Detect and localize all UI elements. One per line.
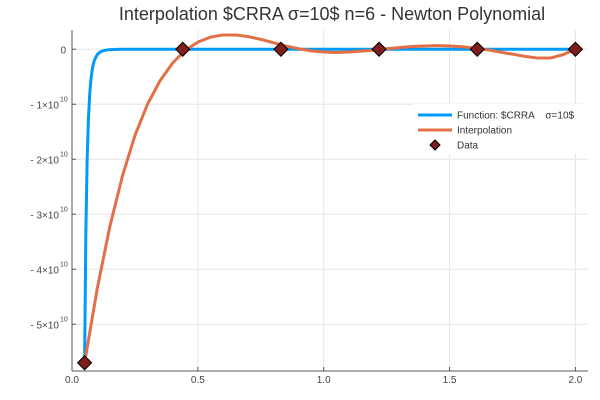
data-point-marker (76, 355, 93, 371)
x-tick-label: 1.5 (443, 375, 457, 386)
legend-label: Function: $CRRA σ=10$ (457, 111, 575, 122)
x-tick-label: 1.0 (317, 375, 331, 386)
data-point-marker (469, 41, 485, 57)
y-tick-exponent: 10 (60, 261, 68, 268)
y-tick-label: - 4×10 (30, 265, 59, 276)
grid (71, 30, 588, 371)
y-tick-label: - 5×10 (30, 320, 59, 331)
data-point-marker (175, 41, 191, 57)
y-tick-label: 0 (60, 45, 66, 56)
data-point-marker (567, 41, 584, 57)
legend: Function: $CRRA σ=10$ Interpolation Data (414, 104, 592, 154)
series-layer (76, 33, 584, 371)
y-tick-exponent: 10 (60, 316, 68, 323)
data-point-marker (371, 41, 387, 57)
series-line-1 (83, 33, 577, 365)
data-point-marker (273, 41, 289, 57)
y-tick-exponent: 10 (60, 151, 68, 158)
y-tick-label: - 3×10 (30, 210, 59, 221)
series-line-0 (83, 47, 577, 365)
x-tick-label: 2.0 (568, 375, 582, 386)
chart-title: Interpolation $CRRA σ=10$ n=6 - Newton P… (119, 4, 545, 24)
y-tick-label: - 2×10 (30, 155, 59, 166)
legend-label: Interpolation (457, 126, 512, 137)
y-tick-exponent: 10 (60, 96, 68, 103)
axes (71, 30, 588, 372)
x-axis-ticks: 0.0 0.5 1.0 1.5 2.0 (65, 367, 583, 386)
legend-swatch-marker (429, 139, 441, 151)
y-tick-label: - 1×10 (30, 100, 59, 111)
legend-label: Data (457, 141, 479, 152)
y-tick-exponent: 10 (60, 206, 68, 213)
x-tick-label: 0.5 (191, 375, 205, 386)
x-tick-label: 0.0 (65, 375, 79, 386)
